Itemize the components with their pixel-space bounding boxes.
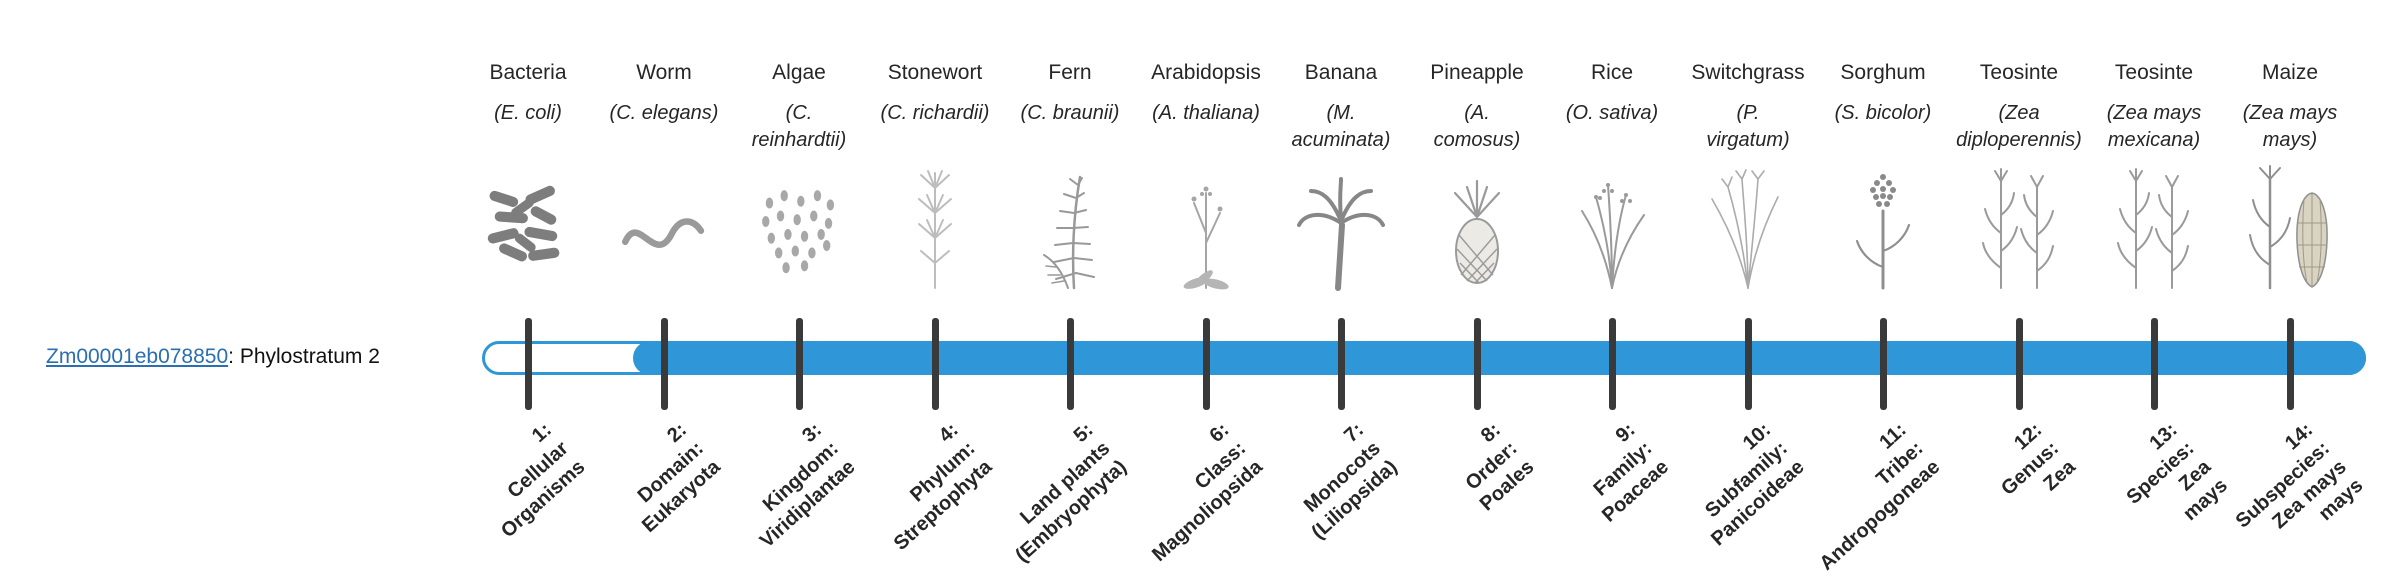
organism-scientific-name: (Zea mays mays): [2242, 102, 2338, 151]
phylostratum-tick-6: [1203, 318, 1210, 410]
column-rice: Rice (O. sativa): [1542, 60, 1682, 298]
column-banana: Banana (M. acuminata): [1271, 60, 1411, 298]
column-bacteria: Bacteria (E. coli): [458, 60, 598, 298]
organism-common-name: Maize: [2261, 61, 2319, 84]
organism-scientific-name: (C. reinhardtii): [751, 102, 847, 151]
organism-common-name: Bacteria: [489, 61, 567, 84]
organism-common-name: Arabidopsis: [1151, 61, 1261, 84]
phylostratum-label-10: 10: Subfamily: Panicoideae: [1701, 418, 1809, 551]
organism-scientific-name: (S. bicolor): [1834, 102, 1932, 124]
pineapple-illustration: [1407, 158, 1547, 298]
organism-common-name: Pineapple: [1430, 61, 1524, 84]
fern-illustration: [1000, 158, 1140, 298]
column-arabidopsis: Arabidopsis (A. thaliana): [1136, 60, 1276, 298]
column-stonewort: Stonewort (C. richardii): [865, 60, 1005, 298]
phylostratum-label-2: 2: Domain: Eukaryota: [633, 418, 725, 537]
gene-label: Zm00001eb078850: Phylostratum 2: [46, 345, 380, 369]
phylostratum-label-7: 7: Monocots (Liliopsida): [1300, 418, 1402, 544]
organism-common-name: Banana: [1304, 61, 1378, 84]
rice-illustration: [1542, 158, 1682, 298]
gene-phylostratum-text: : Phylostratum 2: [228, 345, 380, 368]
phylostratum-tick-1: [525, 318, 532, 410]
phylostratum-label-8: 8: Order: Poales: [1460, 418, 1538, 516]
maize-illustration: [2220, 158, 2360, 298]
phylostratum-tick-3: [796, 318, 803, 410]
organism-common-name: Rice: [1590, 61, 1633, 84]
phylostratum-bar-fill: [633, 341, 2366, 375]
phylostratum-tick-12: [2016, 318, 2023, 410]
organism-scientific-name: (A. comosus): [1433, 102, 1521, 151]
phylostratum-tick-14: [2287, 318, 2294, 410]
phylostratum-label-5: 5: Land plants (Embryophyta): [1011, 418, 1131, 567]
phylostratum-tick-7: [1338, 318, 1345, 410]
organism-common-name: Teosinte: [1979, 61, 2059, 84]
column-switchgrass: Switchgrass (P. virgatum): [1678, 60, 1818, 298]
organism-common-name: Sorghum: [1840, 61, 1926, 84]
column-fern: Fern (C. braunii): [1000, 60, 1140, 298]
phylostratum-tick-2: [661, 318, 668, 410]
organism-scientific-name: (P. virgatum): [1706, 102, 1790, 151]
organism-scientific-name: (M. acuminata): [1291, 102, 1391, 151]
arabidopsis-illustration: [1136, 158, 1276, 298]
organism-scientific-name: (C. elegans): [609, 102, 719, 124]
phylostratum-tick-11: [1880, 318, 1887, 410]
gene-link[interactable]: Zm00001eb078850: [46, 345, 229, 368]
phylostratum-tick-8: [1474, 318, 1481, 410]
column-pineapple: Pineapple (A. comosus): [1407, 60, 1547, 298]
organism-common-name: Teosinte: [2114, 61, 2194, 84]
phylostratum-tick-5: [1067, 318, 1074, 410]
phylostratum-label-13: 13: Species: Zea mays: [2122, 418, 2232, 526]
phylostratum-label-9: 9: Family: Poaceae: [1589, 418, 1673, 527]
organism-scientific-name: (O. sativa): [1565, 102, 1659, 124]
worm-illustration: [594, 158, 734, 298]
column-algae: Algae (C. reinhardtii): [729, 60, 869, 298]
phylostratum-tick-13: [2151, 318, 2158, 410]
organism-scientific-name: (C. braunii): [1020, 102, 1120, 124]
banana-illustration: [1271, 158, 1411, 298]
organism-scientific-name: (Zea diploperennis): [1956, 102, 2082, 151]
phylostratum-label-6: 6: Class: Magnoliopsida: [1148, 418, 1267, 566]
organism-scientific-name: (Zea mays mexicana): [2106, 102, 2202, 151]
switchgrass-illustration: [1678, 158, 1818, 298]
organism-common-name: Switchgrass: [1691, 61, 1805, 84]
phylostratum-label-1: 1: Cellular Organisms: [496, 418, 589, 543]
organism-scientific-name: (C. richardii): [880, 102, 990, 124]
teosinte-illustration: [2084, 158, 2224, 298]
organism-common-name: Fern: [1048, 61, 1092, 84]
phylostratum-label-4: 4: Phylum: Streptophyta: [889, 418, 996, 555]
bacteria-illustration: [458, 158, 598, 298]
stonewort-illustration: [865, 158, 1005, 298]
algae-illustration: [729, 158, 869, 298]
teosinte-illustration: [1949, 158, 2089, 298]
phylostratum-label-14: 14: Subspecies: Zea mays mays: [2231, 418, 2368, 534]
column-worm: Worm (C. elegans): [594, 60, 734, 298]
phylostratum-label-3: 3: Kingdom: Viridiplantae: [756, 418, 860, 553]
column-maize: Maize (Zea mays mays): [2220, 60, 2360, 298]
organism-common-name: Stonewort: [887, 61, 983, 84]
phylostratum-tick-4: [932, 318, 939, 410]
column-sorghum: Sorghum (S. bicolor): [1813, 60, 1953, 298]
column-teosinte-diploperennis: Teosinte (Zea diploperennis): [1949, 60, 2089, 298]
organism-scientific-name: (A. thaliana): [1152, 102, 1260, 124]
phylostratum-bar: [482, 341, 2366, 375]
phylostratum-tick-10: [1745, 318, 1752, 410]
organism-common-name: Algae: [772, 61, 826, 84]
phylostratum-label-11: 11: Tribe: Andropogoneae: [1815, 418, 1944, 575]
phylostratum-label-12: 12: Genus: Zea: [1997, 418, 2080, 500]
organism-scientific-name: (E. coli): [494, 102, 562, 124]
organism-common-name: Worm: [636, 61, 692, 84]
sorghum-illustration: [1813, 158, 1953, 298]
column-teosinte-mexicana: Teosinte (Zea mays mexicana): [2084, 60, 2224, 298]
phylostratum-tick-9: [1609, 318, 1616, 410]
